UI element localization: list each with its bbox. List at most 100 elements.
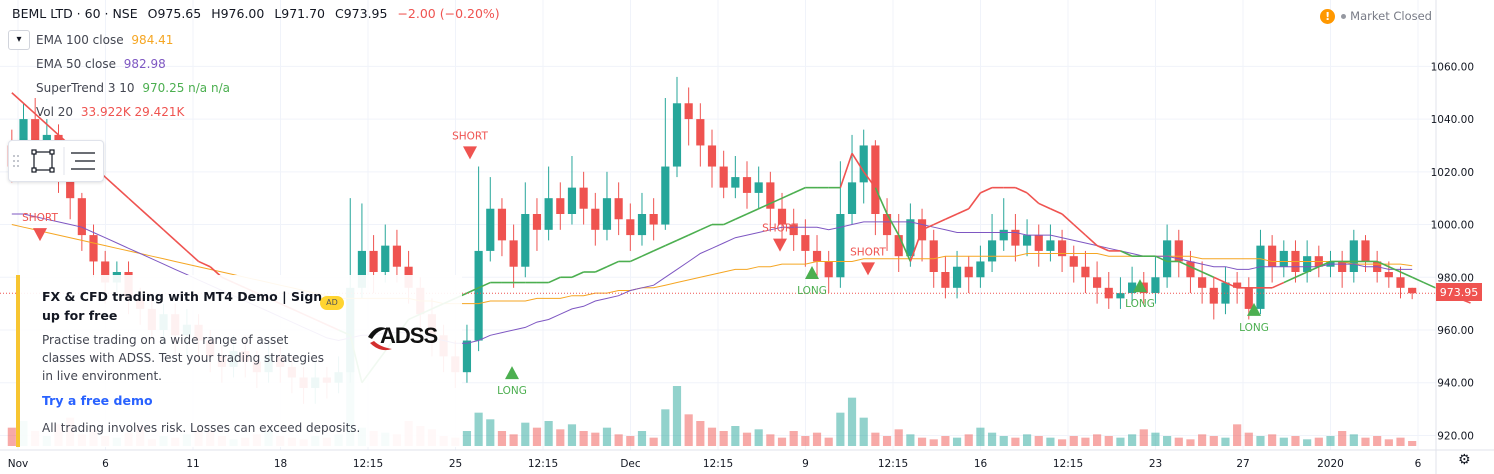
market-status-label: Market Closed [1350,9,1432,23]
volume-bar [1139,429,1148,446]
supertrend-segment [1015,186,1028,194]
indicator-value: 33.922K 29.421K [80,105,185,119]
collapse-legend-button[interactable]: ▾ [8,30,30,50]
candle-body [1384,272,1393,278]
signal-markers: SHORT SHORT SHORT LONG LONG LONG LONG SHORT [22,130,1269,397]
indicator-supertrend[interactable]: SuperTrend 3 10 970.25 n/a n/a [36,81,230,95]
supertrend-segment [104,176,118,189]
volume-bar [917,437,927,446]
ad-badge: AD [320,296,344,310]
candle-body [952,266,962,288]
candle-body [1057,240,1067,257]
volume-bar [941,436,950,446]
candle-body [1128,282,1137,294]
candle-body [462,340,472,373]
supertrend-segment [1400,271,1413,279]
candle-body [1163,240,1172,278]
time-tick-label: 12:15 [703,458,733,470]
indicator-ema50[interactable]: EMA 50 close 982.98 [36,57,166,71]
settings-gear-icon[interactable]: ⚙ [1458,452,1471,468]
time-tick-label: 11 [186,458,199,470]
market-status[interactable]: ! Market Closed [1320,9,1432,24]
supertrend-segment [548,276,561,284]
volume-bar [1221,437,1230,446]
supertrend-segment [793,186,806,194]
supertrend-segment [770,197,783,205]
short-signal-arrow [463,146,477,160]
volume-bar [1326,436,1335,446]
ohlc-open: O975.65 [147,6,202,21]
time-tick-label: 27 [1236,458,1249,470]
time-axis[interactable]: Nov 6 11 18 12:15 25 12:15 Dec 12:15 9 12:15 16 12:1… [8,458,1422,470]
volume-bar [486,419,495,446]
indicator-name: EMA 100 close [36,33,124,47]
supertrend-segment [127,197,141,210]
short-signal-label: SHORT [452,130,488,142]
object-tree-icon[interactable] [71,152,95,170]
volume-bar [462,431,472,446]
volume-bar [1338,431,1347,446]
volume-bar [1011,437,1020,446]
candle-body [532,214,542,230]
drag-handle-icon[interactable] [13,155,19,167]
volume-bar [696,421,705,446]
symbol-title[interactable]: BEML LTD · 60 · NSE [12,6,138,21]
volume-bar [1268,434,1277,446]
volume-bar [521,422,530,446]
candle-body [1268,245,1277,267]
long-signal-arrow [505,366,519,380]
candle-body [882,214,892,236]
indicator-volume[interactable]: Vol 20 33.922K 29.421K [36,105,184,119]
supertrend-segment [606,260,619,268]
candle-body [1151,277,1160,294]
supertrend-segment [1026,192,1040,205]
volume-bar [1128,434,1137,446]
candle-body [1349,240,1358,272]
candle-body [707,145,717,167]
candle-body [824,261,833,278]
supertrend-segment [664,239,678,247]
candle-body [1198,277,1207,288]
supertrend-segment [746,207,760,215]
short-signal-label: SHORT [22,212,58,224]
candle-body [859,145,868,183]
time-tick-label: Dec [620,458,641,470]
supertrend-segment [1411,276,1425,284]
candle-body [812,250,822,262]
ad-cta-link[interactable]: Try a free demo [42,393,153,408]
indicator-ema100[interactable]: EMA 100 close 984.41 [36,33,173,47]
volume-bar [1151,432,1160,446]
supertrend-segment [1295,271,1308,279]
supertrend-segment [174,239,188,252]
ad-title[interactable]: FX & CFD trading with MT4 Demo | Sign up… [42,289,323,323]
candle-body [1244,287,1253,309]
time-tick-label: 12:15 [528,458,558,470]
price-tick-label: 920.00 [1437,430,1474,442]
time-tick-label: 18 [274,458,287,470]
volume-bar [497,431,507,446]
supertrend-segment [34,113,48,125]
volume-bar [1349,434,1358,446]
price-axis[interactable]: 1060.00 1040.00 1020.00 1000.00 980.00 960.00… [1431,61,1474,442]
supertrend-segment [956,207,970,215]
time-tick-label: 12:15 [878,458,908,470]
price-tick-label: 1000.00 [1431,220,1474,232]
supertrend-segment [163,229,176,241]
volume-bar [824,437,833,446]
indicator-value: 984.41 [131,33,174,47]
select-rectangle-icon[interactable] [31,149,55,173]
volume-bar [1116,437,1125,446]
ad-panel[interactable]: FX & CFD trading with MT4 Demo | Sign up… [16,275,462,447]
time-tick-label: Nov [8,458,29,470]
candle-body [766,182,775,209]
symbol-header: BEML LTD · 60 · NSE O975.65 H976.00 L971… [12,6,500,21]
candle-body [1279,250,1288,267]
price-tick-label: 1020.00 [1431,167,1474,179]
candle-body [719,166,728,188]
time-tick-label: 25 [449,458,462,470]
supertrend-segment [1271,281,1285,289]
volume-bar [1373,436,1382,446]
drawing-toolbar [8,140,104,182]
candle-body [649,214,658,225]
candle-body [1256,245,1265,309]
